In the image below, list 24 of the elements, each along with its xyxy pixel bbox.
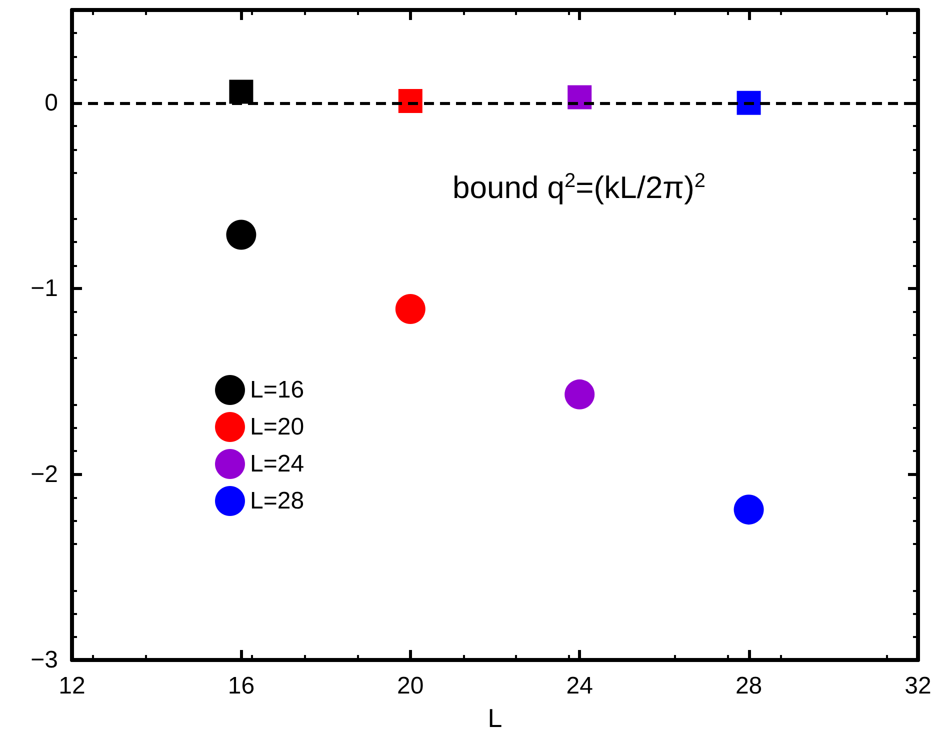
x-tick-label: 12	[58, 672, 86, 700]
legend-label: L=24	[250, 450, 304, 478]
y-tick-label: −2	[30, 460, 58, 488]
x-tick-label: 16	[228, 672, 255, 700]
point	[229, 80, 254, 104]
y-tick-label: −1	[30, 275, 58, 302]
x-tick-label: 20	[397, 672, 424, 700]
x-tick-label: 32	[904, 672, 932, 700]
x-tick-label: 28	[735, 672, 762, 700]
legend-label: L=16	[250, 376, 304, 404]
x-axis-title: L	[488, 703, 502, 733]
y-tick-label: −3	[30, 646, 58, 674]
point	[736, 90, 761, 115]
point	[734, 494, 764, 525]
point	[395, 294, 426, 324]
legend-label: L=28	[250, 488, 304, 514]
point	[568, 85, 592, 110]
y-tick-label: 0	[44, 89, 58, 116]
point	[398, 89, 422, 113]
annotation-text: bound q$^{2}$=(kL/2π)$^{2}$	[452, 170, 706, 206]
point	[226, 220, 256, 250]
point	[564, 379, 595, 410]
legend-label: L=20	[250, 414, 304, 440]
x-tick-label: 24	[566, 672, 593, 700]
